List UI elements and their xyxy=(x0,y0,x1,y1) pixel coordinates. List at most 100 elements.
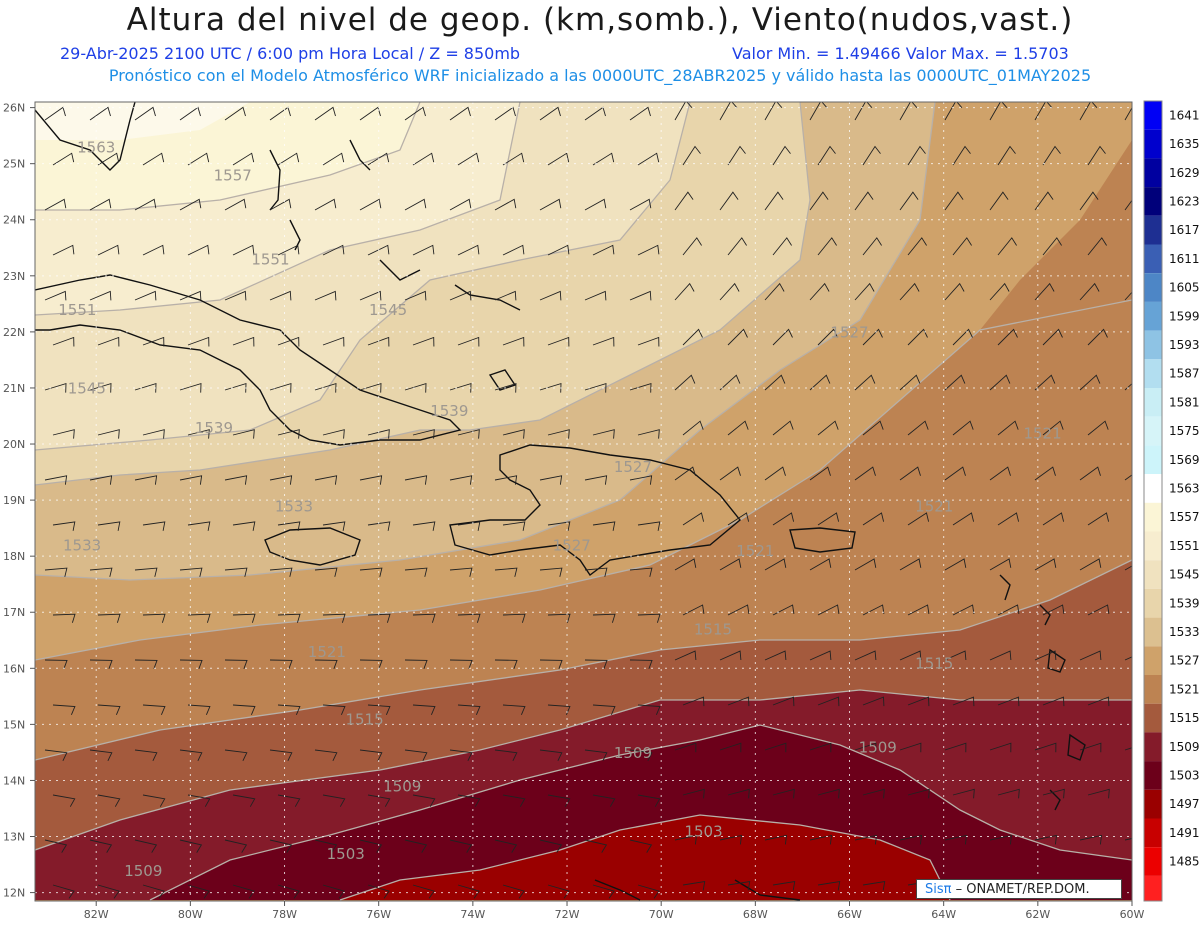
wind-barb xyxy=(404,106,426,121)
colorbar-label: 1485 xyxy=(1169,855,1200,869)
wind-barb xyxy=(674,742,697,753)
wind-barb xyxy=(494,475,518,485)
wind-barb xyxy=(854,466,876,481)
wind-barb xyxy=(899,834,923,845)
wind-barb xyxy=(179,198,202,211)
contour-labels: 1563 1557 1551 1551 1545 1545 1539 1539 1533 1533… xyxy=(58,138,1061,879)
colorbar-swatch xyxy=(1144,187,1162,216)
wind-barb xyxy=(277,152,300,166)
wind-barb xyxy=(232,336,255,347)
colorbar-swatch xyxy=(1144,129,1162,159)
wind-barb xyxy=(727,145,746,166)
credit-box: Sisπ – ONAMET/REP.DOM. xyxy=(916,879,1122,899)
contour-label: 1509 xyxy=(859,738,897,756)
wind-barb xyxy=(764,466,786,481)
wind-barb xyxy=(584,198,607,211)
wind-barb xyxy=(764,191,784,211)
wind-barb xyxy=(907,604,930,616)
wind-barb xyxy=(862,237,882,256)
wind-barb xyxy=(322,336,345,347)
wind-barb xyxy=(862,788,885,799)
wind-barb xyxy=(187,521,211,531)
wind-barb xyxy=(224,198,247,211)
wind-barb xyxy=(629,198,652,211)
colorbar-label: 1521 xyxy=(1169,682,1200,696)
wind-barb xyxy=(1079,374,1101,391)
contour-label: 1515 xyxy=(345,710,383,728)
wind-barb xyxy=(134,567,158,577)
lesser-antilles-4 xyxy=(1067,733,1086,761)
wind-barb xyxy=(269,659,293,669)
wind-barb xyxy=(1124,199,1132,211)
colorbar-label: 1593 xyxy=(1169,338,1200,352)
colorbar-swatch xyxy=(1144,789,1162,819)
wind-barb xyxy=(179,839,203,853)
wind-barb xyxy=(277,794,301,807)
model-info-text: Pronóstico con el Modelo Atmosférico WRF… xyxy=(108,66,1092,85)
wind-barb xyxy=(457,884,480,899)
wind-barb xyxy=(772,604,795,616)
wind-barb xyxy=(179,659,203,669)
contour-label: 1521 xyxy=(915,497,953,515)
colorbar-swatch xyxy=(1144,215,1162,245)
wind-barb xyxy=(142,429,165,439)
wind-barb xyxy=(952,696,975,707)
wind-barb xyxy=(629,567,653,577)
colorbar-swatch xyxy=(1144,502,1162,532)
wind-barb xyxy=(232,704,256,715)
contour-label: 1539 xyxy=(195,419,233,437)
wind-barb xyxy=(1079,742,1102,753)
wind-barb xyxy=(682,237,702,256)
wind-barb xyxy=(179,749,203,761)
wind-barb xyxy=(637,244,660,256)
colorbar-label: 1587 xyxy=(1169,367,1200,381)
colorbar-swatch xyxy=(1144,617,1162,647)
wind-barb xyxy=(494,839,518,853)
wind-barb xyxy=(727,696,750,707)
contour-label: 1545 xyxy=(369,301,407,319)
wind-barb xyxy=(224,106,246,121)
wind-barb xyxy=(277,429,300,439)
wind-barb xyxy=(547,521,571,531)
colorbar-label: 1545 xyxy=(1169,568,1200,582)
wind-barb xyxy=(1079,558,1102,571)
wind-barb xyxy=(404,749,428,761)
wind-barb xyxy=(89,290,112,301)
wind-barb xyxy=(727,512,750,526)
contour-lines xyxy=(35,102,1132,901)
wind-barb xyxy=(674,102,693,121)
lon-label: 70W xyxy=(649,908,674,921)
wind-barb xyxy=(142,521,166,531)
wind-barb xyxy=(1034,102,1053,121)
wind-barb xyxy=(539,198,562,211)
colorbar-swatch xyxy=(1144,703,1162,733)
lat-lon-grid xyxy=(35,102,1133,901)
wind-barb xyxy=(314,290,337,301)
wind-barb xyxy=(952,237,972,256)
colorbar-label: 1623 xyxy=(1169,194,1200,208)
wind-barb xyxy=(539,290,562,301)
colorbar-swatch xyxy=(1144,560,1162,589)
lon-label: 74W xyxy=(460,908,485,921)
wind-barb xyxy=(989,466,1011,481)
wind-barb xyxy=(629,106,651,121)
wind-barb xyxy=(719,191,739,211)
lon-label: 72W xyxy=(555,908,580,921)
wind-barb xyxy=(142,794,166,807)
wind-barb xyxy=(1124,565,1132,571)
wind-barb xyxy=(674,558,697,571)
wind-barb xyxy=(1087,420,1109,436)
lat-label: 14N xyxy=(3,774,25,787)
wind-barb xyxy=(907,696,930,707)
wind-barb xyxy=(367,244,390,256)
wind-barb xyxy=(449,198,472,211)
wind-barb xyxy=(547,244,570,256)
wind-barb xyxy=(997,420,1019,436)
colorbar-label: 1515 xyxy=(1169,711,1200,725)
wind-barb xyxy=(547,613,571,623)
wind-barb xyxy=(1034,558,1057,571)
lat-label: 26N xyxy=(3,102,25,115)
colorbar-label: 1581 xyxy=(1169,395,1200,409)
wind-barb xyxy=(764,558,787,571)
wind-barb xyxy=(412,244,435,256)
